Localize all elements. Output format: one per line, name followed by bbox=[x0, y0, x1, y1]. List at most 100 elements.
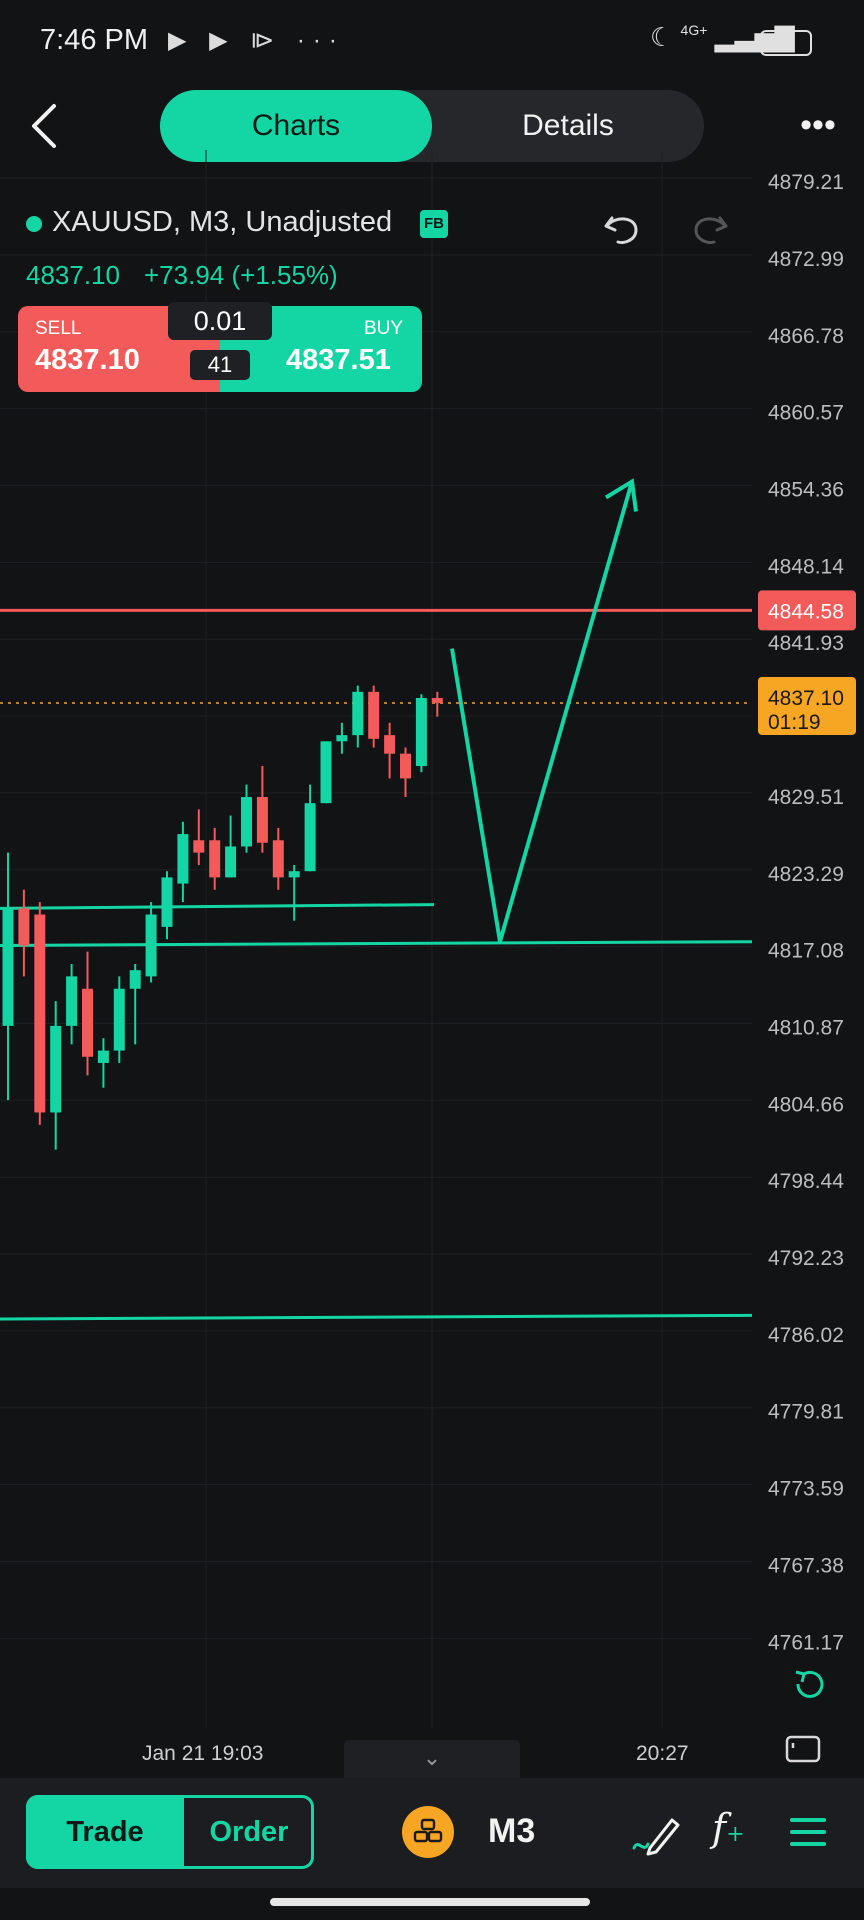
countdown-label: 01:19 bbox=[768, 711, 821, 734]
alert-price-label: 4844.58 bbox=[768, 600, 844, 623]
candle-body bbox=[400, 753, 411, 779]
drawn-arrow-path bbox=[450, 478, 638, 943]
arrowhead bbox=[604, 478, 638, 512]
candle-body bbox=[241, 796, 252, 847]
candle-body bbox=[66, 976, 78, 1026]
sell-price: 4837.10 bbox=[35, 344, 140, 376]
signal-icon: ▂▃▅▇ bbox=[714, 22, 795, 52]
candlestick-series bbox=[2, 685, 443, 1150]
price-axis-label: 4761.17 bbox=[768, 1631, 844, 1654]
chevron-down-icon: ⌄ bbox=[422, 1745, 442, 1770]
candle-body bbox=[336, 735, 348, 742]
candle-body bbox=[129, 970, 141, 989]
price-chart[interactable]: 4879.21 4872.99 4866.78 4860.57 4854.36 4848.… bbox=[0, 150, 864, 1778]
price-axis: 4879.21 4872.99 4866.78 4860.57 4854.36 4848.… bbox=[768, 171, 844, 1654]
current-price-tag bbox=[758, 676, 856, 735]
price-axis-label: 4866.78 bbox=[768, 325, 844, 348]
back-button[interactable] bbox=[22, 96, 78, 156]
timeframe-selector[interactable]: M3 bbox=[488, 1812, 536, 1850]
price-axis-label: 4779.81 bbox=[768, 1401, 844, 1424]
price-axis-label: 4817.08 bbox=[768, 940, 844, 963]
order-button[interactable]: Order bbox=[209, 1816, 289, 1848]
candle-body bbox=[18, 908, 30, 946]
support-line-short bbox=[0, 903, 435, 910]
price-axis-label: 4804.66 bbox=[768, 1093, 844, 1116]
status-time: 7:46 PM bbox=[40, 24, 148, 56]
fullscreen-button[interactable] bbox=[784, 1734, 824, 1764]
menu-button[interactable] bbox=[786, 1810, 830, 1854]
candle-body bbox=[384, 735, 396, 754]
price-axis-label: 4786.02 bbox=[768, 1324, 844, 1347]
chart-grid bbox=[0, 150, 752, 1728]
price-axis-label: 4767.38 bbox=[768, 1554, 844, 1577]
candle-body bbox=[320, 741, 332, 804]
price-change: +73.94 (+1.55%) bbox=[144, 260, 338, 290]
home-indicator[interactable] bbox=[270, 1898, 590, 1906]
symbol-title[interactable]: XAUUSD, M3, Unadjusted bbox=[52, 206, 393, 238]
price-axis-label: 4773.59 bbox=[768, 1478, 844, 1501]
price-axis-label: 4879.21 bbox=[768, 171, 844, 194]
candle-body bbox=[368, 691, 380, 739]
candle-body bbox=[352, 691, 364, 736]
candle-body bbox=[177, 834, 189, 884]
pen-icon bbox=[632, 1818, 680, 1856]
more-options-button[interactable]: ••• bbox=[800, 106, 836, 144]
refresh-icon bbox=[795, 1670, 824, 1698]
reset-chart-button[interactable] bbox=[790, 1664, 830, 1704]
spread-badge: 41 bbox=[190, 350, 250, 380]
candle-body bbox=[2, 908, 14, 1026]
tab-details[interactable]: Details bbox=[522, 109, 614, 142]
drawing-tools-button[interactable] bbox=[630, 1808, 684, 1858]
price-axis-label: 4810.87 bbox=[768, 1016, 844, 1039]
status-notification-icons: ▶ ▶ ⧐ ··· bbox=[168, 27, 345, 54]
price-axis-label: 4860.57 bbox=[768, 402, 844, 425]
indicator-coin-icon[interactable] bbox=[402, 1806, 454, 1858]
undo-button[interactable] bbox=[598, 204, 644, 250]
candle-body bbox=[415, 698, 427, 767]
fb-badge: FB bbox=[420, 210, 448, 238]
candle-body bbox=[161, 877, 173, 927]
support-line bbox=[0, 940, 753, 947]
price-axis-label: 4848.14 bbox=[768, 555, 844, 578]
indicators-button[interactable]: f+ bbox=[712, 1806, 766, 1860]
battery-icon: 51 bbox=[760, 30, 812, 56]
tab-charts[interactable]: Charts bbox=[160, 90, 432, 162]
time-axis-label: 20:27 bbox=[636, 1742, 689, 1765]
market-open-dot bbox=[26, 216, 42, 232]
network-type: 4G+ bbox=[680, 22, 708, 38]
candle-body bbox=[113, 988, 125, 1051]
expand-panel-button[interactable]: ⌄ bbox=[344, 1740, 520, 1778]
price-axis-label: 4823.29 bbox=[768, 863, 844, 886]
candle-body bbox=[82, 988, 93, 1057]
projection-path bbox=[450, 480, 634, 943]
candle-body bbox=[209, 840, 221, 878]
candle-body bbox=[193, 840, 205, 853]
hamburger-icon bbox=[790, 1818, 826, 1846]
candle-body bbox=[304, 803, 316, 872]
function-icon: f+ bbox=[712, 1806, 745, 1850]
price-axis-label: 4829.51 bbox=[768, 786, 844, 809]
price-axis-label: 4798.44 bbox=[768, 1170, 844, 1193]
candle-body bbox=[272, 840, 284, 878]
current-price-label: 4837.10 bbox=[768, 687, 844, 710]
lot-size-input[interactable]: 0.01 bbox=[168, 302, 272, 340]
moon-icon: ☾ bbox=[650, 22, 674, 52]
lower-support-line bbox=[0, 1313, 753, 1321]
candle-body bbox=[225, 846, 237, 878]
redo-button[interactable] bbox=[688, 204, 734, 250]
candle-body bbox=[50, 1025, 62, 1113]
candle-body bbox=[256, 796, 268, 843]
chevron-left-icon bbox=[32, 104, 56, 148]
trade-button[interactable]: Trade bbox=[26, 1795, 184, 1869]
status-network: ☾ 4G+ ▂▃▅▇ bbox=[650, 22, 795, 53]
price-axis-label: 4792.23 bbox=[768, 1247, 844, 1270]
last-price: 4837.10 bbox=[26, 260, 120, 290]
landscape-icon bbox=[785, 1735, 821, 1763]
candle-body bbox=[97, 1050, 109, 1063]
candle-body bbox=[34, 914, 46, 1113]
redo-icon bbox=[694, 216, 728, 244]
candle-body bbox=[431, 698, 443, 703]
sell-label: SELL bbox=[35, 318, 82, 339]
buy-price: 4837.51 bbox=[286, 344, 391, 376]
